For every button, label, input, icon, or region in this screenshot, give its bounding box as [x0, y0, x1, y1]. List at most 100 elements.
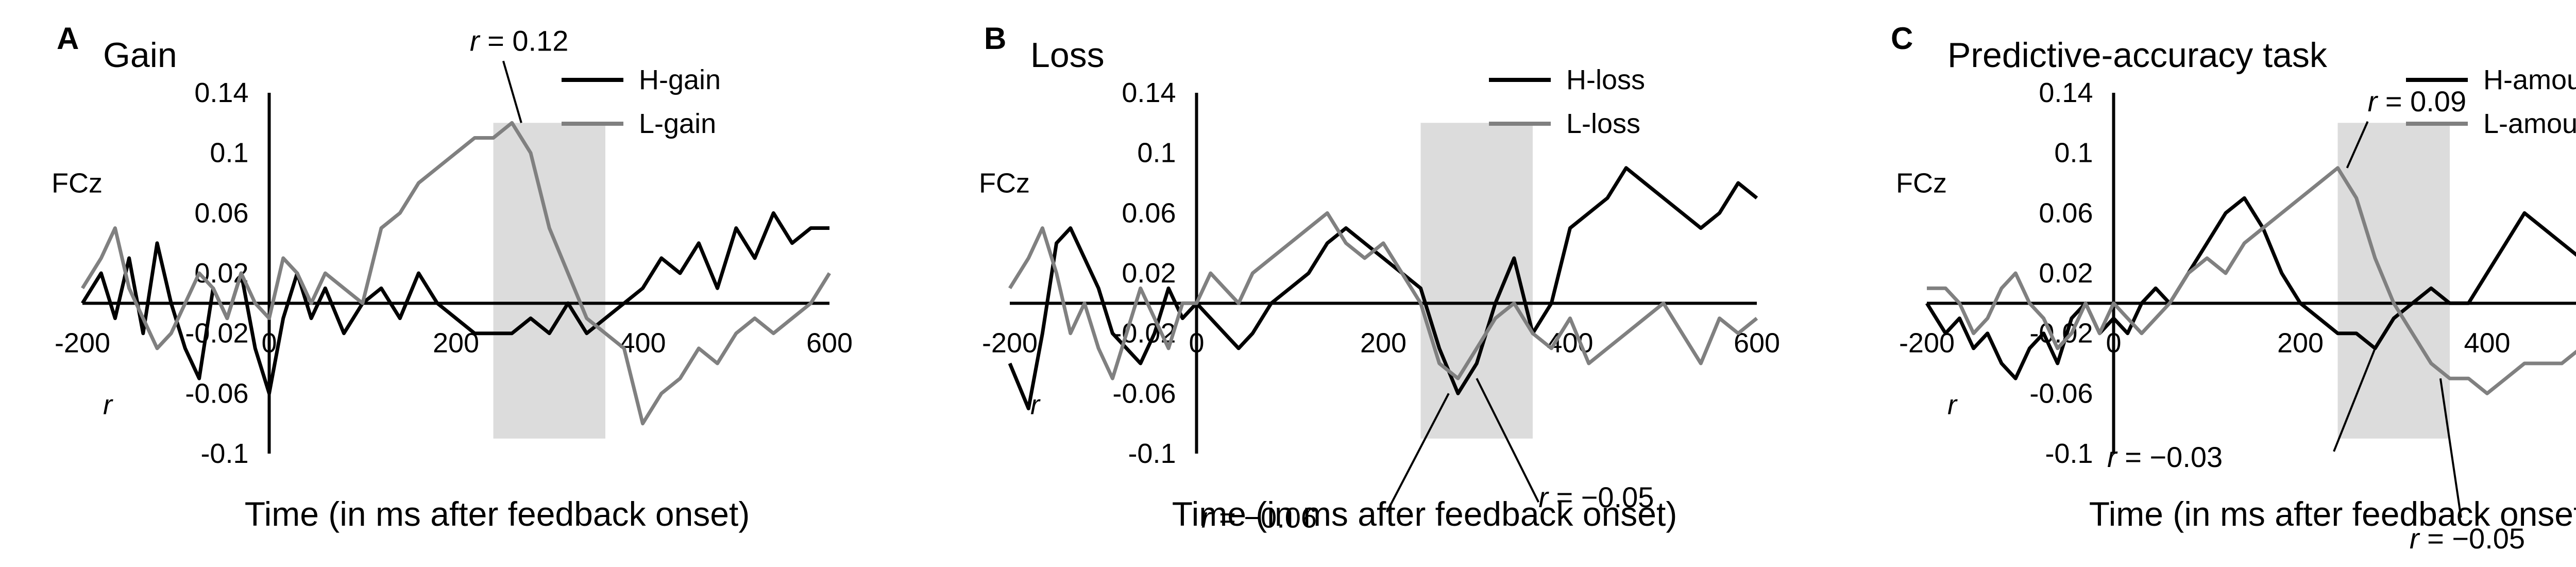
annotation-text: r = −0.03	[2107, 441, 2223, 473]
shaded-window	[493, 123, 605, 439]
y-tick-label: 0.14	[2039, 77, 2093, 108]
series-line-l-gain	[81, 121, 831, 426]
x-tick-label: 200	[1360, 327, 1406, 358]
x-axis-label: Time (in ms after feedback onset)	[2089, 495, 2576, 533]
annotation: r = 0.09	[2346, 85, 2466, 169]
y-tick-label: -0.1	[2045, 438, 2093, 469]
panel-b: B Loss 0.14 0.1 0.06 0.02 -0.02 -0.06 -0…	[979, 21, 1780, 533]
annotation-r: r	[1538, 481, 1549, 513]
x-axis-label: Time (in ms after feedback onset)	[1172, 495, 1677, 533]
x-tick-label: 200	[2277, 327, 2324, 358]
annotation-text: r = −0.06	[1201, 501, 1317, 533]
x-tick-label: 400	[619, 327, 666, 358]
annotation: r = −0.05	[2410, 378, 2525, 555]
annotation-text: r = 0.12	[470, 24, 568, 57]
legend-label: L-loss	[1566, 108, 1640, 139]
x-tick-label: 0	[261, 327, 277, 358]
legend-item: H-gain	[562, 64, 721, 95]
y-tick-label: 0.1	[2054, 138, 2093, 169]
annotation-leader	[1386, 393, 1450, 513]
annotation-value: = −0.05	[1548, 481, 1654, 513]
annotation: r = −0.03	[2107, 348, 2376, 473]
annotation-text: r = −0.05	[1538, 481, 1654, 513]
legend-label: H-gain	[639, 64, 721, 95]
annotation-leader	[2333, 348, 2376, 452]
y-tick-label: 0.02	[2039, 258, 2093, 289]
y-axis-label-r: r	[1030, 389, 1041, 420]
annotation-text: r = 0.09	[2368, 85, 2466, 118]
y-axis-label-fcz: FCz	[979, 168, 1030, 198]
y-tick-label: -0.1	[1128, 438, 1176, 469]
y-tick-label: -0.06	[185, 378, 248, 409]
annotation-r: r	[1201, 501, 1212, 533]
annotations: r = −0.06 r = −0.05	[1201, 378, 1654, 533]
annotations: r = 0.12	[470, 24, 568, 123]
y-tick-label: 0.06	[1122, 197, 1176, 228]
x-axis-label: Time (in ms after feedback onset)	[245, 495, 750, 533]
annotations: r = 0.09 r = −0.03 r = −0.05	[2107, 85, 2525, 555]
x-tick-labels: -200 0 200 400 600	[982, 327, 1780, 358]
annotation: r = −0.06	[1201, 393, 1450, 533]
x-tick-label: -200	[982, 327, 1038, 358]
legend-item: L-amount	[2406, 108, 2576, 139]
y-axis-label-r: r	[1947, 389, 1958, 420]
plot-area: 0.14 0.1 0.06 0.02 -0.02 -0.06 -0.1 -200…	[979, 64, 1780, 533]
panel-label: A	[57, 21, 79, 56]
y-tick-label: 0.06	[2039, 197, 2093, 228]
series-line-h-gain	[81, 211, 829, 395]
annotation-leader	[2439, 378, 2462, 518]
y-tick-label: 0.1	[210, 138, 248, 169]
y-tick-label: 0.02	[1122, 258, 1176, 289]
y-tick-labels: 0.14 0.1 0.06 0.02 -0.02 -0.06 -0.1	[1112, 77, 1176, 469]
y-tick-label: 0.14	[1122, 77, 1176, 108]
shaded-window	[1420, 123, 1533, 439]
chart-title: Gain	[103, 36, 177, 75]
x-tick-label: -200	[55, 327, 110, 358]
y-tick-label: -0.06	[1112, 378, 1176, 409]
legend: H-amount L-amount	[2406, 64, 2576, 139]
y-tick-labels: 0.14 0.1 0.06 0.02 -0.02 -0.06 -0.1	[2029, 77, 2093, 469]
annotation: r = 0.12	[470, 24, 568, 123]
legend-label: H-loss	[1566, 64, 1645, 95]
x-tick-label: 400	[2464, 327, 2510, 358]
shaded-window	[2337, 123, 2450, 439]
panel-a: A Gain 0.14 0.1 0.06 0.02 -0.02 -0.06 -0…	[52, 21, 853, 533]
x-tick-label: 0	[1189, 327, 1204, 358]
y-axis-label-fcz: FCz	[1896, 168, 1947, 198]
legend-item: L-loss	[1489, 108, 1640, 139]
x-tick-labels: -200 0 200 400 600	[55, 327, 853, 358]
legend-item: H-loss	[1489, 64, 1645, 95]
y-tick-labels: 0.14 0.1 0.06 0.02 -0.02 -0.06 -0.1	[185, 77, 248, 469]
annotation-value: = 0.09	[2377, 85, 2466, 118]
y-tick-label: 0.1	[1137, 138, 1176, 169]
legend-item: H-amount	[2406, 64, 2576, 95]
legend-label: H-amount	[2483, 64, 2576, 95]
legend-item: L-gain	[562, 108, 716, 139]
plot-area: 0.14 0.1 0.06 0.02 -0.02 -0.06 -0.1 -200…	[1896, 64, 2576, 555]
y-tick-label: 0.06	[194, 197, 248, 228]
annotation-leader	[502, 60, 522, 123]
series-line-l-loss	[1008, 211, 1758, 380]
legend-label: L-gain	[639, 108, 716, 139]
plot-area: 0.14 0.1 0.06 0.02 -0.02 -0.06 -0.1 -200…	[52, 24, 853, 533]
annotation-value: = −0.03	[2117, 441, 2223, 473]
panel-label: B	[984, 21, 1006, 56]
annotation-r: r	[470, 24, 481, 57]
annotation-leader	[1476, 378, 1540, 503]
series-line-l-amount	[1927, 166, 2576, 395]
y-tick-label: -0.1	[200, 438, 248, 469]
annotation-r: r	[2368, 85, 2379, 118]
panel-c: C Predictive-accuracy task 0.14 0.1 0.06…	[1891, 21, 2576, 555]
legend-label: L-amount	[2483, 108, 2576, 139]
chart-title: Loss	[1030, 36, 1105, 75]
series-line-h-loss	[1008, 166, 1758, 410]
y-axis-label-fcz: FCz	[52, 168, 103, 198]
legend: H-loss L-loss	[1489, 64, 1645, 139]
annotation-r: r	[2107, 441, 2118, 473]
legend: H-gain L-gain	[562, 64, 721, 139]
annotation-r: r	[2410, 522, 2420, 555]
x-tick-label: 0	[2106, 327, 2121, 358]
annotation: r = −0.05	[1476, 378, 1654, 513]
x-tick-labels: -200 0 200 400 600	[1899, 327, 2511, 358]
